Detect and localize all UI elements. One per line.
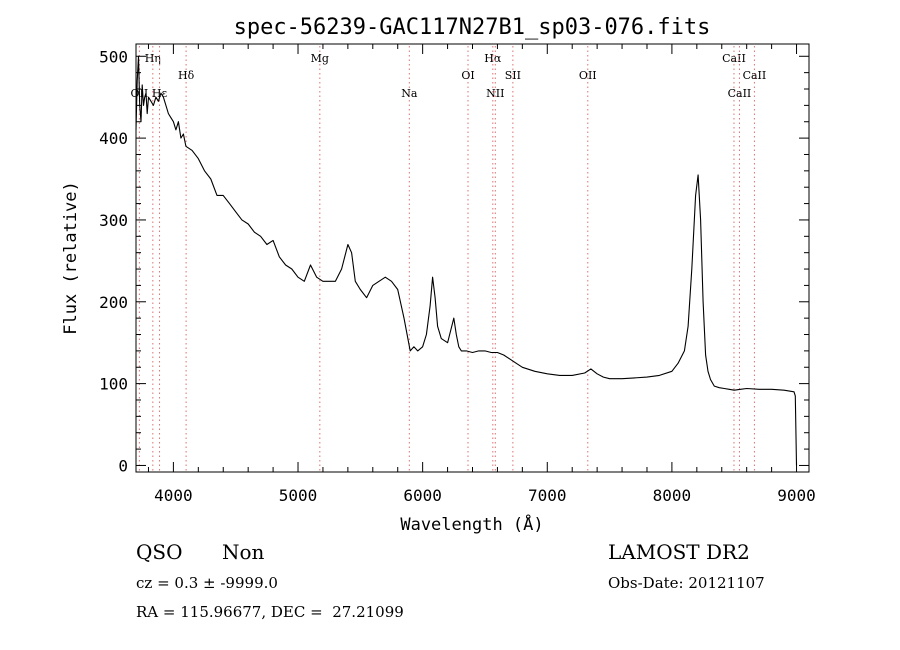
redshift-text: cz = 0.3 ± -9999.0 (136, 574, 278, 592)
marker-label: CaII (728, 87, 752, 100)
chart-title: spec-56239-GAC117N27B1_sp03-076.fits (234, 15, 711, 40)
plot-frame (135, 43, 810, 473)
marker-label: Hα (484, 52, 502, 65)
marker-label: Mg (311, 52, 329, 65)
x-tick-label: 4000 (154, 486, 193, 505)
subclass-label: Non (222, 540, 265, 564)
y-tick-label: 400 (99, 129, 128, 148)
y-axis-label: Flux (relative) (61, 181, 81, 335)
x-tick-label: 6000 (403, 486, 442, 505)
obs-date-text: Obs-Date: 20121107 (608, 574, 765, 592)
marker-label: SII (505, 69, 521, 82)
x-tick-label: 8000 (653, 486, 692, 505)
marker-label: CaII (722, 52, 746, 65)
y-tick-label: 100 (99, 375, 128, 394)
y-tick-label: 500 (99, 47, 128, 66)
marker-label: Hδ (178, 69, 195, 82)
marker-label: Hη (145, 52, 161, 65)
x-tick-label: 5000 (279, 486, 318, 505)
survey-label: LAMOST DR2 (608, 540, 750, 564)
class-label: QSO (136, 540, 183, 564)
marker-label: CaII (743, 69, 767, 82)
x-axis-label: Wavelength (Å) (400, 513, 543, 535)
marker-label: NII (486, 87, 504, 100)
marker-label: OI (461, 69, 474, 82)
y-tick-label: 300 (99, 211, 128, 230)
axis-ticks: 4000 5000 6000 7000 8000 9000 0 100 200 300 400 500 (99, 44, 816, 505)
marker-label: Na (401, 87, 418, 100)
marker-label: OII (579, 69, 597, 82)
spectrum-line (135, 55, 798, 466)
x-tick-label: 7000 (528, 486, 567, 505)
y-tick-label: 200 (99, 293, 128, 312)
x-tick-label: 9000 (777, 486, 816, 505)
coordinates-text: RA = 115.96677, DEC = 27.21099 (136, 603, 404, 621)
y-tick-label: 0 (118, 456, 128, 475)
series-group (135, 55, 798, 466)
